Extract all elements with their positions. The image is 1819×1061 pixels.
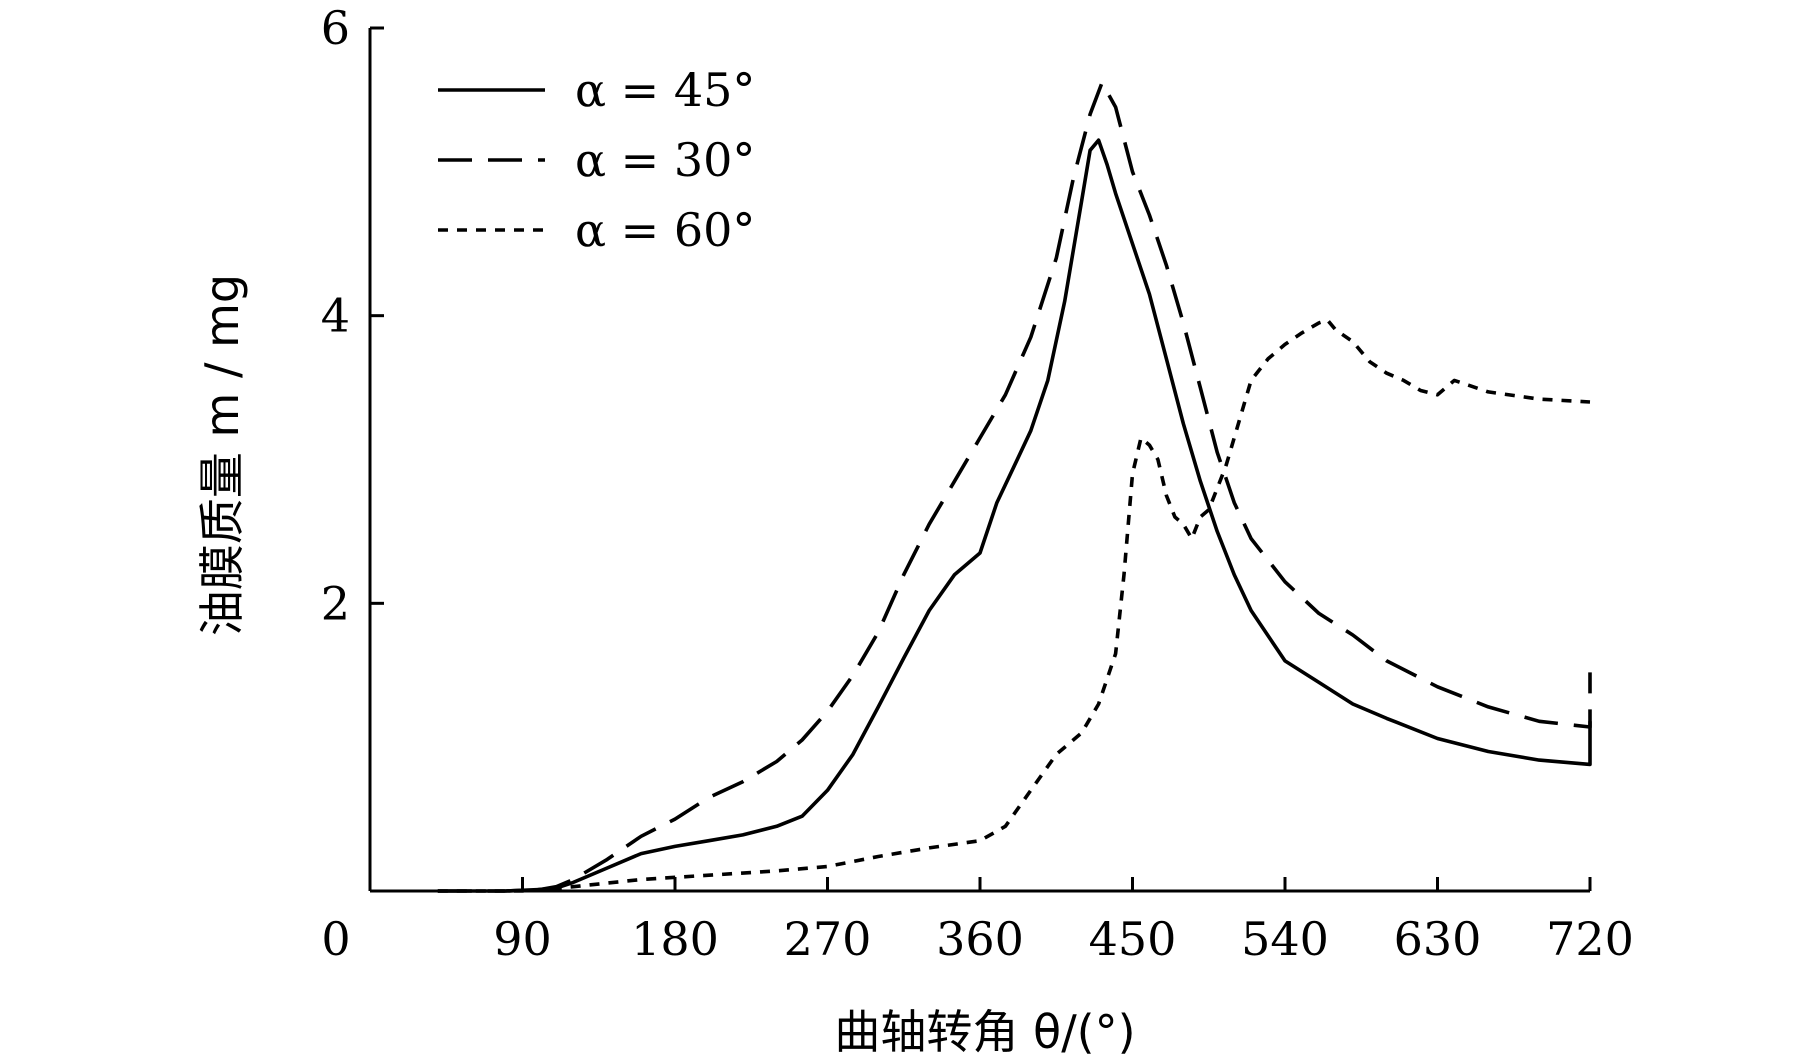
legend-label-1: α = 45° [575, 63, 755, 117]
x-axis-label: 曲轴转角 θ/(°) [834, 1005, 1135, 1059]
x-tick-label: 540 [1241, 912, 1329, 966]
y-tick-label: 4 [321, 289, 350, 343]
legend-label-2: α = 30° [575, 133, 755, 187]
x-tick-label: 450 [1089, 912, 1177, 966]
tick-group: 0 90 180 270 360 450 540 630 720 2 4 6 [321, 1, 1634, 966]
x-tick-label: 270 [784, 912, 872, 966]
x-tick-label: 360 [936, 912, 1024, 966]
series-line-2 [437, 80, 1592, 893]
y-tick-label: 2 [321, 576, 350, 630]
legend-label-3: α = 60° [575, 203, 755, 257]
series-group [437, 80, 1592, 893]
series-line-3 [437, 318, 1591, 893]
legend: α = 45° α = 30° α = 60° [438, 63, 755, 257]
x-tick-label: 0 [321, 912, 350, 966]
x-tick-label: 630 [1394, 912, 1482, 966]
y-tick-label: 6 [321, 1, 350, 55]
y-axis-label: 油膜质量 m / mg [195, 274, 249, 636]
x-tick-label: 720 [1546, 912, 1634, 966]
axes [368, 28, 1590, 893]
x-tick-label: 180 [631, 912, 719, 966]
series-line-1 [437, 138, 1592, 893]
x-tick-label: 90 [493, 912, 552, 966]
